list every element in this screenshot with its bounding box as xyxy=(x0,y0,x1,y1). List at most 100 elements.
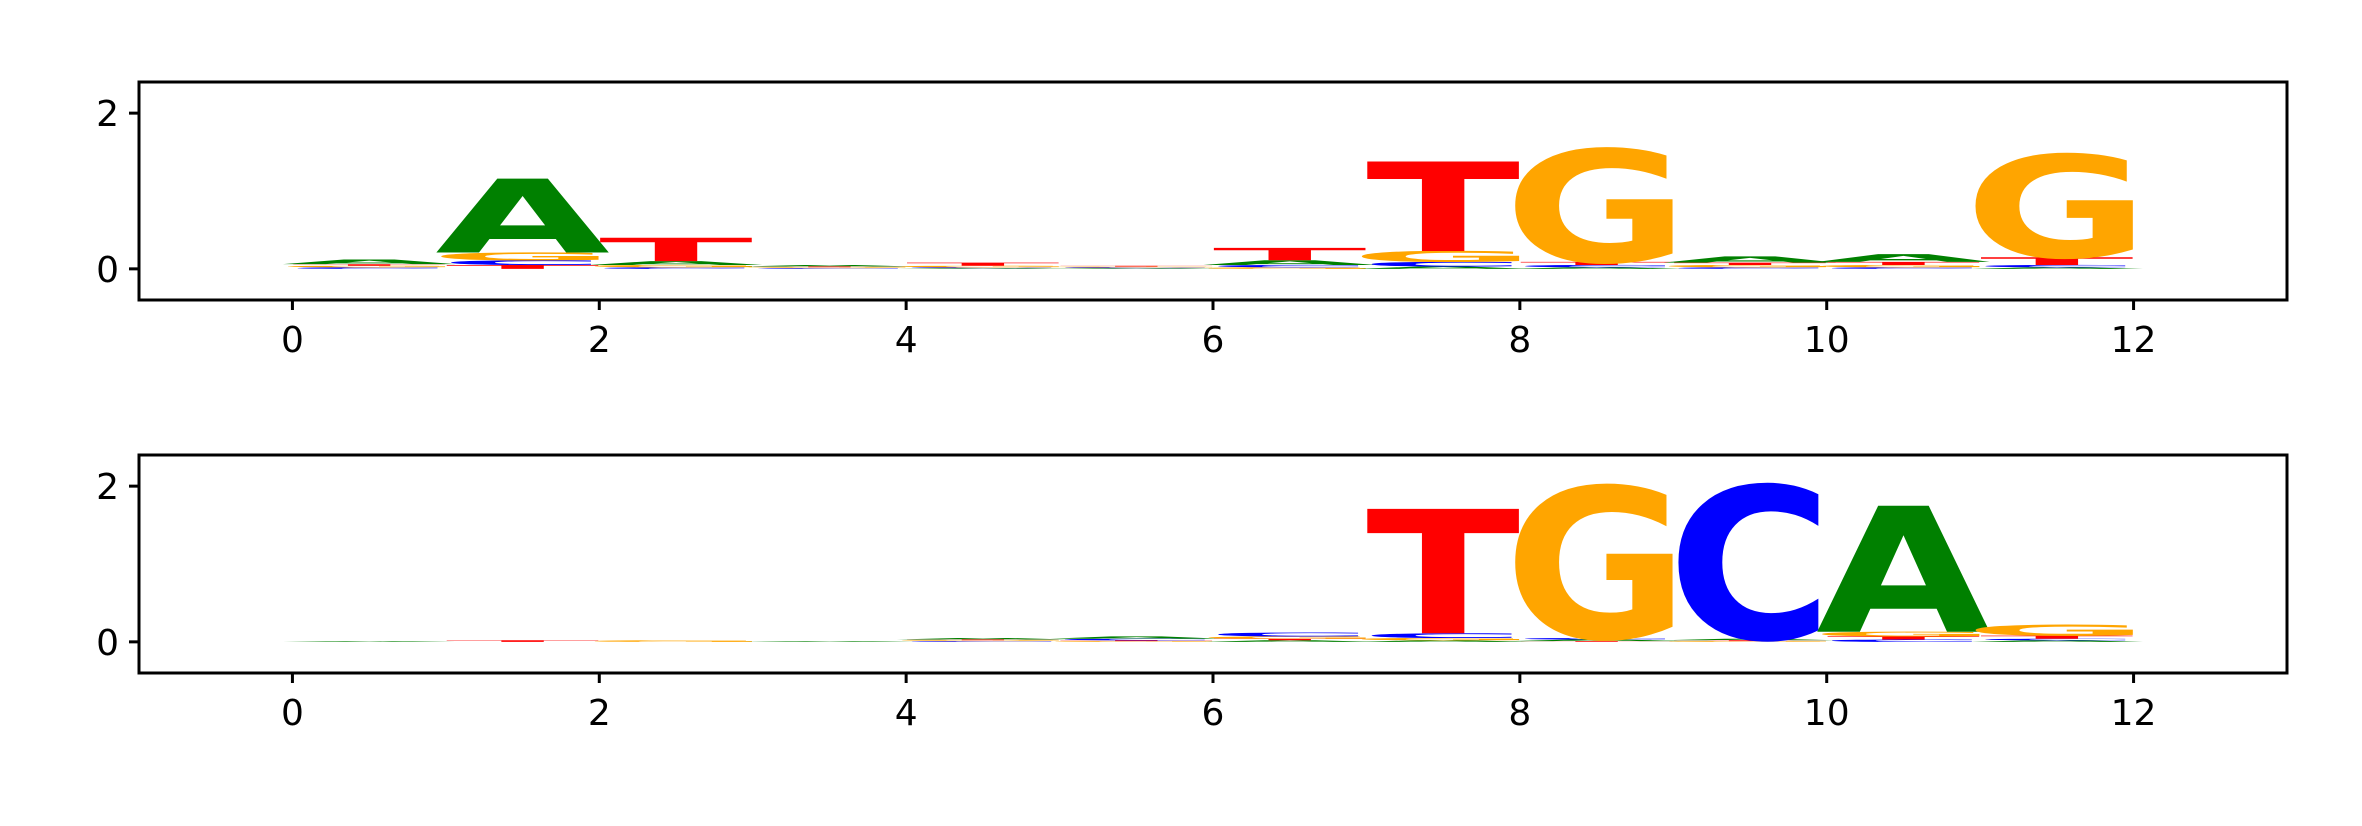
x-tick-label: 4 xyxy=(895,320,918,361)
x-tick-label: 12 xyxy=(2111,320,2157,361)
logo-letter-A: A xyxy=(742,265,917,267)
logo-letter-C: C xyxy=(1053,638,1219,640)
logo-letter-C: C xyxy=(1667,445,1833,689)
logo-letter-A: A xyxy=(1663,255,1838,265)
logo-letter-C: C xyxy=(1207,264,1373,268)
logo-letter-T: T xyxy=(1059,266,1213,267)
logo-letter-G: G xyxy=(430,250,615,262)
logo-letter-G: G xyxy=(1504,446,1689,688)
logo-letter-G: G xyxy=(1657,641,1842,642)
x-tick-label: 0 xyxy=(281,320,304,361)
logo-letter-C: C xyxy=(286,267,452,269)
y-tick-label: 0 xyxy=(96,623,119,664)
x-tick-label: 10 xyxy=(1804,693,1850,734)
logo-letter-C: C xyxy=(1054,267,1220,268)
x-tick-label: 8 xyxy=(1508,320,1531,361)
logo-letter-G: G xyxy=(1351,248,1536,265)
logo-letter-A: A xyxy=(1356,266,1531,270)
x-tick-label: 10 xyxy=(1804,320,1850,361)
logo-letter-G: G xyxy=(1657,264,1842,268)
logo-letter-A: A xyxy=(896,638,1071,640)
logo-letter-T: T xyxy=(1366,475,1520,674)
logo-letter-C: C xyxy=(1667,267,1833,269)
logo-letter-T: T xyxy=(292,264,446,266)
logo-letter-A: A xyxy=(1356,640,1531,642)
logo-letter-C: C xyxy=(1514,264,1680,268)
logo-letter-A: A xyxy=(1202,640,1377,642)
logo-letter-G: G xyxy=(583,264,768,268)
logo-letter-G: G xyxy=(1964,622,2149,639)
logo-letter-C: C xyxy=(900,641,1066,642)
logo-letter-G: G xyxy=(890,265,1075,267)
logo-letter-T: T xyxy=(1980,255,2134,267)
logo-letter-A: A xyxy=(1970,640,2145,642)
logo-letter-G: G xyxy=(583,640,768,642)
logo-letter-T: T xyxy=(1826,636,1980,641)
x-tick-label: 12 xyxy=(2111,693,2157,734)
logo-letter-A: A xyxy=(1663,638,1838,640)
logo-letter-G: G xyxy=(1811,630,1996,637)
logo-letter-A: A xyxy=(1816,472,1991,673)
logo-letter-A: A xyxy=(282,641,457,642)
logo-letter-A: A xyxy=(1049,268,1224,269)
logo-letter-T: T xyxy=(1520,261,1674,266)
logo-letter-C: C xyxy=(1821,639,1987,643)
logo-letter-C: C xyxy=(593,267,759,269)
logo-letter-T: T xyxy=(446,640,600,642)
logo-letter-A: A xyxy=(1202,259,1377,266)
logo-letter-T: T xyxy=(906,262,1060,267)
logo-letter-A: A xyxy=(589,260,764,266)
logo-letter-T: T xyxy=(906,639,1060,640)
logo-panel-top: CGTATCGACGATCGTAACGTACGTGCATACGTACTGCGTA… xyxy=(96,80,2289,361)
logo-letter-T: T xyxy=(599,231,753,268)
logo-letter-C: C xyxy=(1514,638,1680,640)
logo-letter-T: T xyxy=(1059,640,1213,641)
logo-letter-A: A xyxy=(896,268,1071,269)
logo-letter-C: C xyxy=(1974,638,2140,640)
logo-letter-A: A xyxy=(1816,252,1991,264)
logo-letter-C: C xyxy=(440,259,606,266)
logo-letter-G: G xyxy=(1044,641,1229,642)
logo-letter-T: T xyxy=(1673,640,1827,641)
x-tick-label: 4 xyxy=(895,693,918,734)
logo-letter-G: G xyxy=(1811,264,1996,268)
logo-letter-G: G xyxy=(1197,636,1382,640)
x-tick-label: 8 xyxy=(1508,693,1531,734)
logo-letter-A: A xyxy=(742,641,917,642)
logo-letter-T: T xyxy=(1673,262,1827,266)
logo-letter-G: G xyxy=(1504,118,1689,299)
logo-letter-C: C xyxy=(1360,261,1526,268)
logo-letter-A: A xyxy=(1049,636,1224,640)
logo-letter-G: G xyxy=(1044,266,1229,267)
logo-letter-G: G xyxy=(1964,127,2149,291)
logo-letter-C: C xyxy=(1821,267,1987,269)
x-tick-label: 0 xyxy=(281,693,304,734)
logo-letter-C: C xyxy=(900,267,1066,268)
logo-letter-T: T xyxy=(1826,261,1980,266)
logo-letter-G: G xyxy=(1351,637,1536,641)
logo-letter-A: A xyxy=(1509,639,1684,641)
logo-letter-G: G xyxy=(737,267,922,268)
logo-letter-G: G xyxy=(277,265,462,267)
y-tick-label: 0 xyxy=(96,250,119,291)
logo-letter-T: T xyxy=(446,264,600,270)
logo-letter-A: A xyxy=(435,159,610,277)
logo-letter-A: A xyxy=(282,258,457,265)
logo-letter-A: A xyxy=(1509,267,1684,269)
logo-letter-T: T xyxy=(1213,638,1367,640)
logo-letter-C: C xyxy=(1207,631,1373,637)
y-tick-label: 2 xyxy=(96,94,119,135)
logo-letter-G: G xyxy=(890,640,1075,641)
logo-letter-A: A xyxy=(1970,267,2145,269)
x-tick-label: 2 xyxy=(588,320,611,361)
x-tick-label: 6 xyxy=(1202,320,1225,361)
logo-letter-G: G xyxy=(1197,267,1382,269)
logo-letter-T: T xyxy=(752,266,906,267)
logo-letter-C: C xyxy=(1360,632,1526,639)
y-tick-label: 2 xyxy=(96,467,119,508)
logo-letter-T: T xyxy=(1213,244,1367,264)
logo-letter-T: T xyxy=(1366,137,1520,280)
x-tick-label: 6 xyxy=(1202,693,1225,734)
